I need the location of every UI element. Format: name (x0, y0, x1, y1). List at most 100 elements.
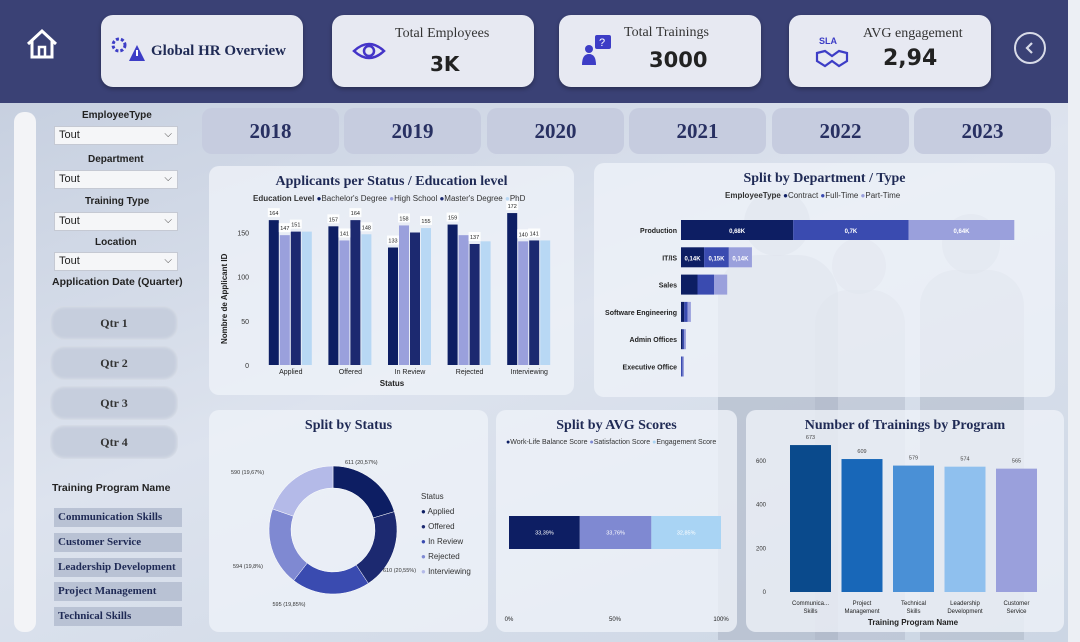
legend-item: Engagement Score (656, 439, 717, 446)
data-label: 579 (909, 456, 918, 462)
training-program-label: Training Program Name (52, 482, 171, 494)
page-title: Global HR Overview (151, 43, 286, 59)
trainings-program-card: Number of Trainings by Program Training … (746, 410, 1064, 632)
program-item-leadership[interactable]: Leadership Development (54, 558, 182, 577)
y-tick-label: 50 (241, 319, 249, 326)
training-type-dropdown[interactable]: Tout ⌵ (54, 212, 178, 231)
employee-type-label: EmployeeType (82, 110, 152, 121)
y-tick-label: 150 (237, 231, 249, 238)
chevron-down-icon: ⌵ (164, 173, 172, 184)
bar-segment (704, 247, 729, 268)
y-tick-label: 0 (763, 590, 767, 596)
x-tick-label: Rejected (456, 369, 484, 376)
bar-segment (579, 516, 652, 549)
bar-offered (328, 226, 339, 365)
y-tick-label: 600 (756, 459, 767, 465)
y-tick-label: Admin Offices (630, 337, 678, 344)
bar-offered (350, 220, 361, 365)
data-label: 148 (362, 225, 371, 231)
bar-in-review (388, 247, 398, 365)
year-button-2022[interactable]: 2022 (772, 108, 909, 154)
program-item-communication[interactable]: Communication Skills (54, 508, 182, 527)
quarter-button-q4[interactable]: Qtr 4 (50, 425, 178, 459)
program-item-project-management[interactable]: Project Management (54, 582, 182, 601)
location-dropdown[interactable]: Tout ⌵ (54, 252, 178, 271)
data-label: 157 (329, 217, 338, 223)
bar-segment (687, 301, 691, 322)
year-button-2021[interactable]: 2021 (629, 108, 766, 154)
bar-in-review (421, 228, 431, 365)
bar-segment (684, 329, 686, 350)
legend-item: Offered (428, 522, 455, 531)
x-tick-label: Management (844, 609, 879, 615)
kpi-avg-engagement: SLA AVG engagement 2,94 (789, 15, 991, 87)
back-button[interactable] (1014, 32, 1046, 64)
data-label: 32,85% (677, 531, 696, 537)
quarter-button-q1[interactable]: Qtr 1 (50, 306, 178, 340)
legend-title: Education Level (253, 194, 315, 203)
bar-segment (681, 356, 683, 377)
data-label: 0,64K (953, 229, 970, 235)
bar-applied (290, 231, 301, 365)
bar-applied (279, 235, 290, 365)
bar-segment (509, 516, 580, 549)
data-label: 574 (960, 457, 969, 463)
chevron-down-icon: ⌵ (164, 215, 172, 226)
program-item-customer-service[interactable]: Customer Service (54, 533, 182, 552)
bar-segment (681, 301, 685, 322)
year-button-2020[interactable]: 2020 (487, 108, 624, 154)
eye-icon (352, 42, 386, 60)
data-label-bg (327, 214, 340, 224)
side-scroll-rail[interactable] (14, 112, 36, 632)
x-tick-label: Service (1006, 609, 1027, 615)
bar-segment (728, 247, 752, 268)
donut-slice-in-review (293, 562, 369, 595)
x-tick-label: Offered (339, 369, 362, 376)
data-label: 137 (470, 235, 479, 241)
legend-item: Rejected (428, 552, 460, 561)
x-tick-label: Development (947, 609, 983, 615)
bar-segment (682, 356, 684, 377)
y-tick-label: Production (640, 228, 677, 235)
home-icon[interactable] (24, 26, 60, 62)
y-axis-label: Nombre de Applicant ID (220, 253, 229, 344)
data-label-bg (468, 231, 481, 241)
x-tick-label: Communica... (792, 601, 829, 607)
kpi-label: Total Trainings (624, 25, 709, 40)
data-label-bg (398, 213, 410, 223)
bar-offered (361, 234, 372, 365)
bar-1 (841, 459, 883, 592)
year-button-2023[interactable]: 2023 (914, 108, 1051, 154)
employee-type-dropdown[interactable]: Tout ⌵ (54, 126, 178, 145)
program-item-technical-skills[interactable]: Technical Skills (54, 607, 182, 626)
department-dropdown[interactable]: Tout ⌵ (54, 170, 178, 189)
bar-applied (268, 220, 279, 365)
training-type-label: Training Type (85, 196, 150, 207)
bar-interviewing (518, 241, 529, 365)
bar-3 (944, 466, 986, 592)
kpi-value: 3K (430, 52, 460, 76)
dropdown-value: Tout (59, 255, 80, 267)
donut-legend: Status ● Applied ● Offered ● In Review ●… (421, 489, 471, 579)
quarter-button-q2[interactable]: Qtr 2 (50, 346, 178, 380)
trainings-bar-chart: Training Program Name 0 200 400 600 673 Commu… (756, 435, 1037, 627)
slice-label: 595 (19,85%) (272, 602, 305, 608)
bar-rejected (447, 224, 458, 365)
x-tick-label: In Review (395, 369, 427, 376)
bar-0 (790, 445, 831, 592)
legend-item: Work-Life Balance Score (510, 439, 588, 446)
y-tick-label: Executive Office (623, 365, 678, 372)
x-tick-label: Skills (906, 609, 920, 615)
data-label: 158 (399, 216, 408, 222)
svg-text:?: ? (599, 37, 605, 49)
bar-segment (681, 247, 705, 268)
data-label: 141 (340, 231, 349, 237)
year-button-2018[interactable]: 2018 (202, 108, 339, 154)
year-button-2019[interactable]: 2019 (344, 108, 481, 154)
donut-slice-applied (332, 465, 395, 519)
data-label-bg (289, 219, 302, 229)
bar-offered (339, 240, 350, 365)
data-label: 0,15K (708, 256, 725, 262)
kpi-value: 2,94 (883, 46, 938, 71)
quarter-button-q3[interactable]: Qtr 3 (50, 386, 178, 420)
